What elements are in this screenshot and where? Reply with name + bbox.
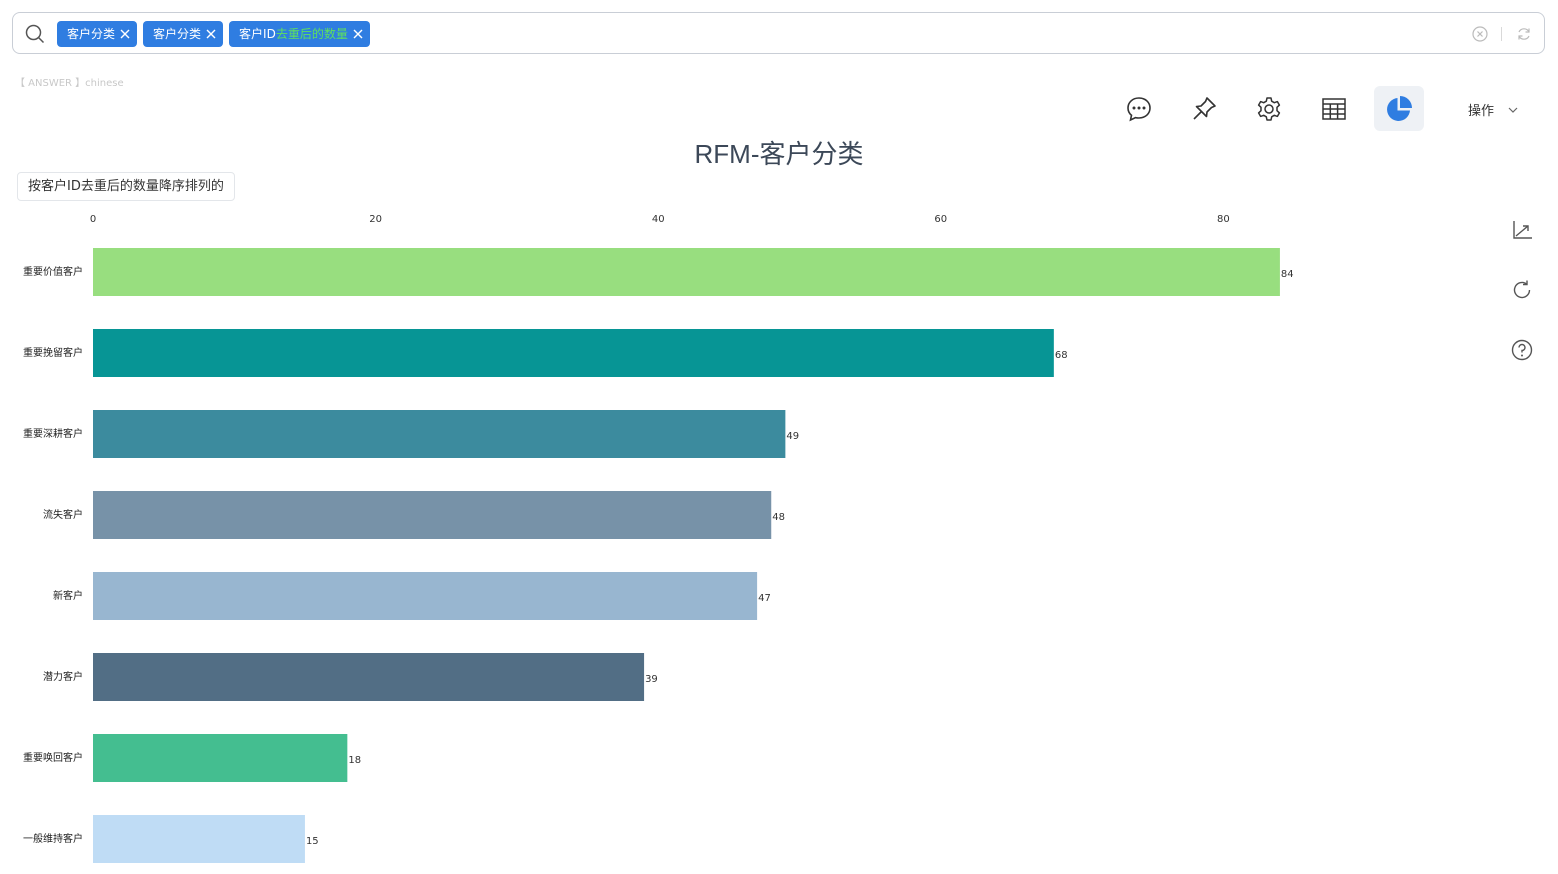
pin-icon [1193, 96, 1216, 120]
bar-value-label: 84 [1281, 269, 1294, 280]
refresh-icon [1513, 280, 1531, 299]
chevron-down-icon [1508, 107, 1518, 113]
search-tag[interactable]: 客户ID 去重后的数量 [229, 21, 370, 47]
y-category-label: 重要深耕客户 [23, 427, 83, 440]
x-tick-label: 80 [1217, 214, 1230, 225]
bar[interactable] [93, 329, 1054, 377]
bar[interactable] [93, 734, 348, 782]
chart-title: RFM-客户分类 [694, 139, 864, 169]
answer-label: 【 ANSWER 】chinese [15, 78, 124, 89]
x-tick-label: 40 [652, 214, 665, 225]
search-bar[interactable]: 客户分类 客户分类 客户ID 去重后的数量 [12, 12, 1545, 54]
search-tag-highlight: 去重后的数量 [275, 27, 348, 41]
bar-value-label: 15 [306, 836, 319, 847]
search-tag-label: 客户分类 [67, 27, 116, 41]
x-tick-label: 0 [90, 214, 96, 225]
search-tag-label: 客户分类 [153, 27, 202, 41]
y-category-label: 重要唤回客户 [23, 751, 83, 764]
remove-tag-icon[interactable] [119, 28, 131, 40]
refresh-button[interactable] [1509, 278, 1535, 302]
settings-icon [1257, 96, 1281, 121]
search-tag-label: 客户ID [239, 27, 276, 41]
chat-button[interactable] [1114, 86, 1164, 131]
sort-label[interactable]: 按客户ID去重后的数量降序排列的 [17, 172, 235, 201]
bar-value-label: 68 [1055, 350, 1068, 361]
axis-toggle-button[interactable] [1509, 218, 1535, 242]
axis-icon [1513, 221, 1532, 239]
operations-label: 操作 [1468, 104, 1495, 119]
search-tag[interactable]: 客户分类 [143, 21, 224, 47]
table-button[interactable] [1309, 86, 1359, 131]
y-category-label: 一般维持客户 [23, 832, 83, 845]
y-category-label: 新客户 [53, 589, 83, 602]
search-tags: 客户分类 客户分类 客户ID 去重后的数量 [57, 21, 370, 47]
pin-button[interactable] [1179, 86, 1229, 131]
bar-value-label: 48 [772, 512, 785, 523]
bar-value-label: 18 [348, 755, 361, 766]
search-tag[interactable]: 客户分类 [57, 21, 138, 47]
chart-button[interactable] [1374, 86, 1424, 131]
help-button[interactable] [1509, 338, 1535, 362]
side-tools [1509, 218, 1535, 362]
x-tick-label: 60 [934, 214, 947, 225]
bar-value-label: 47 [758, 593, 771, 604]
bar[interactable] [93, 815, 305, 863]
y-category-label: 重要价值客户 [23, 265, 83, 278]
clear-icon[interactable] [1472, 26, 1488, 42]
reload-icon[interactable] [1516, 26, 1532, 42]
x-tick-label: 20 [369, 214, 382, 225]
bar[interactable] [93, 491, 772, 539]
bar[interactable] [93, 248, 1280, 296]
pie-chart-icon [1387, 95, 1412, 121]
operations-menu[interactable]: 操作 [1468, 100, 1518, 119]
search-icon[interactable] [25, 24, 45, 44]
bar[interactable] [93, 410, 786, 458]
y-category-label: 流失客户 [43, 508, 83, 521]
bar-value-label: 39 [645, 674, 658, 685]
view-toolbar [1114, 86, 1424, 131]
y-category-label: 潜力客户 [43, 670, 83, 683]
bar[interactable] [93, 572, 758, 620]
remove-tag-icon[interactable] [205, 28, 217, 40]
table-icon [1322, 97, 1346, 120]
search-divider [1501, 27, 1502, 41]
help-icon [1511, 339, 1533, 361]
bar[interactable] [93, 653, 645, 701]
bar-value-label: 49 [786, 431, 799, 442]
bar-chart: 0204060801重要价值客户84重要挽留客户68重要深耕客户49流失客户48… [23, 214, 1500, 863]
y-category-label: 重要挽留客户 [23, 346, 83, 359]
settings-button[interactable] [1244, 86, 1294, 131]
remove-tag-icon[interactable] [352, 28, 364, 40]
chat-icon [1127, 96, 1151, 121]
